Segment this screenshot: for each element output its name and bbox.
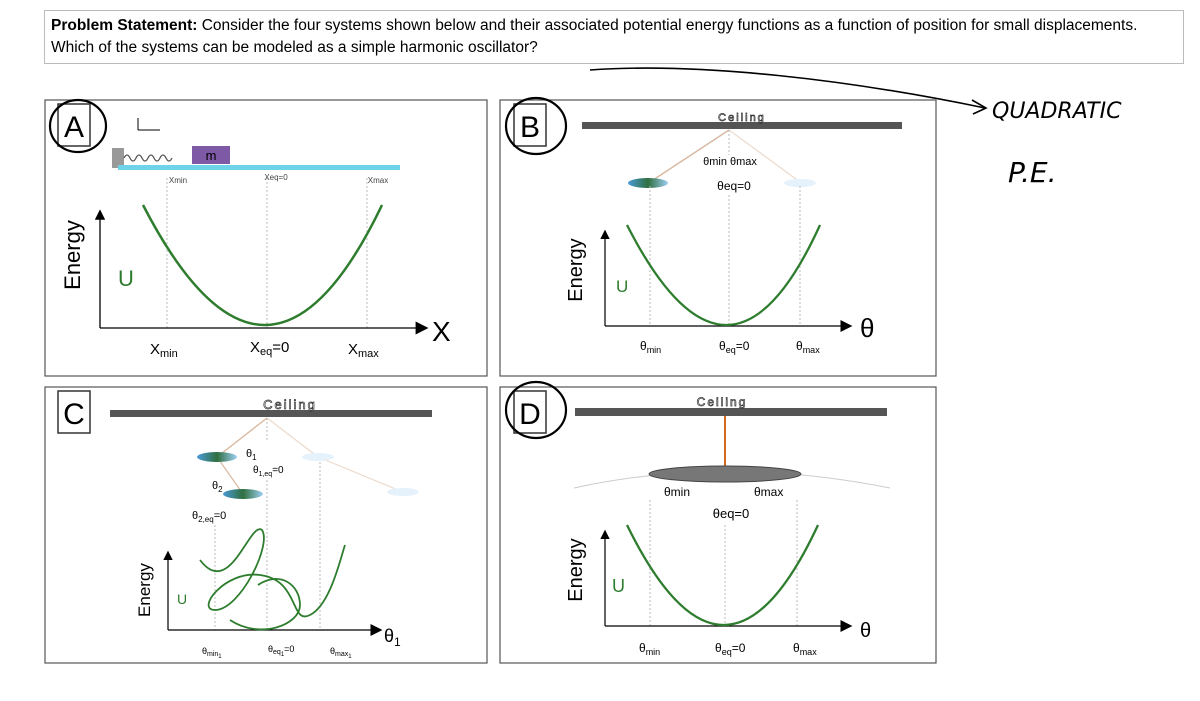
- energy-label: Energy: [565, 538, 587, 601]
- theta-min-max-top: θmin θmax: [703, 156, 757, 168]
- panel-b-letter: B: [520, 111, 540, 144]
- mass-label: m: [206, 148, 217, 163]
- track: [118, 165, 400, 170]
- top-label-xeq: Xeq=0: [264, 173, 288, 182]
- spring: [123, 154, 173, 162]
- xmax-label: Xmax: [348, 341, 379, 360]
- torsion-disk: [648, 465, 802, 483]
- problem-statement-box: Problem Statement: Consider the four sys…: [44, 10, 1184, 64]
- teq-label: θeq1=0: [268, 644, 294, 658]
- panel-a-letter: A: [64, 111, 84, 144]
- potential-curve-b: [625, 224, 822, 326]
- panel-b-circle-mark: [504, 96, 568, 156]
- theta1eq-label: θ1,eq=0: [253, 465, 284, 478]
- annotation-quadratic: QUADRATIC: [992, 99, 1122, 124]
- potential-curve-c: [199, 528, 346, 631]
- u-label: U: [616, 277, 628, 296]
- pendulum-bob: [628, 178, 668, 188]
- mass-block: [192, 146, 230, 164]
- theta1-label: θ1: [246, 448, 257, 462]
- panel-b: B Ceiling θmin θmax θeq=0 Energy U θ θmi…: [499, 96, 937, 377]
- panel-d-letter: D: [519, 398, 541, 431]
- ceiling-bar: [575, 408, 887, 416]
- wall: [112, 148, 124, 168]
- top-label-xmin: Xmin: [169, 176, 187, 185]
- energy-label: Energy: [565, 238, 587, 301]
- axis-theta-label: θ: [860, 620, 871, 642]
- axis-theta-label: θ: [860, 313, 874, 343]
- u-label: U: [177, 591, 187, 607]
- panel-a-circle-mark: [48, 98, 108, 154]
- u-label: U: [612, 576, 625, 596]
- ceiling-bar: [110, 410, 432, 417]
- potential-curve-a: [141, 204, 384, 326]
- annotation-pe: P.E.: [1008, 156, 1057, 189]
- theta-eq-top: θeq=0: [717, 179, 751, 193]
- panel-a: A m Xmin Xeq=0 Xmax Energy U X Xmin Xeq=…: [44, 98, 488, 377]
- u-label: U: [118, 266, 134, 291]
- xeq-label: Xeq=0: [250, 339, 289, 358]
- energy-label: Energy: [135, 563, 154, 617]
- energy-label: Energy: [60, 220, 85, 290]
- tmin-label: θmin: [639, 641, 660, 657]
- ceiling-label: Ceiling: [263, 397, 317, 412]
- ceiling-bar: [582, 122, 902, 129]
- tmax-label: θmax: [793, 641, 817, 657]
- theta2eq-label: θ2,eq=0: [192, 510, 226, 524]
- handwritten-annotation: QUADRATIC P.E.: [589, 67, 1122, 189]
- pendulum-bob-1: [197, 452, 237, 462]
- problem-heading: Problem Statement:: [51, 17, 198, 34]
- panel-c-letter: C: [63, 398, 85, 431]
- theta-max-top: θmax: [754, 485, 783, 499]
- top-label-xmax: Xmax: [368, 176, 388, 185]
- problem-text: Consider the four systems shown below an…: [51, 17, 1138, 56]
- xmin-label: Xmin: [150, 341, 178, 360]
- tmax-label: θmax: [796, 339, 820, 355]
- potential-curve-d: [625, 524, 820, 626]
- pendulum-bob-faint: [784, 179, 816, 187]
- pendulum-bob-2: [223, 489, 263, 499]
- panel-d-circle-mark: [504, 380, 568, 440]
- tmin-label: θmin: [640, 339, 661, 355]
- panel-d: D Ceiling θmin θmax θeq=0 Energy U θ θmi…: [499, 380, 937, 664]
- axis-theta1-label: θ1: [384, 626, 401, 649]
- ceiling-label: Ceiling: [718, 112, 766, 124]
- panel-c: C Ceiling θ1 θ1,eq=0 θ2 θ2,eq=0 Energy U…: [44, 386, 488, 664]
- tmin-label: θmin1: [202, 646, 222, 660]
- theta-eq-top: θeq=0: [713, 506, 750, 521]
- tmax-label: θmax1: [330, 646, 352, 660]
- theta2-label: θ2: [212, 480, 223, 494]
- axis-x-label: X: [432, 316, 451, 347]
- ceiling-label: Ceiling: [697, 395, 748, 409]
- teq-label: θeq=0: [715, 641, 746, 657]
- teq-label: θeq=0: [719, 339, 750, 355]
- theta-min-top: θmin: [664, 485, 690, 499]
- panel-a-letter-box: [57, 103, 91, 147]
